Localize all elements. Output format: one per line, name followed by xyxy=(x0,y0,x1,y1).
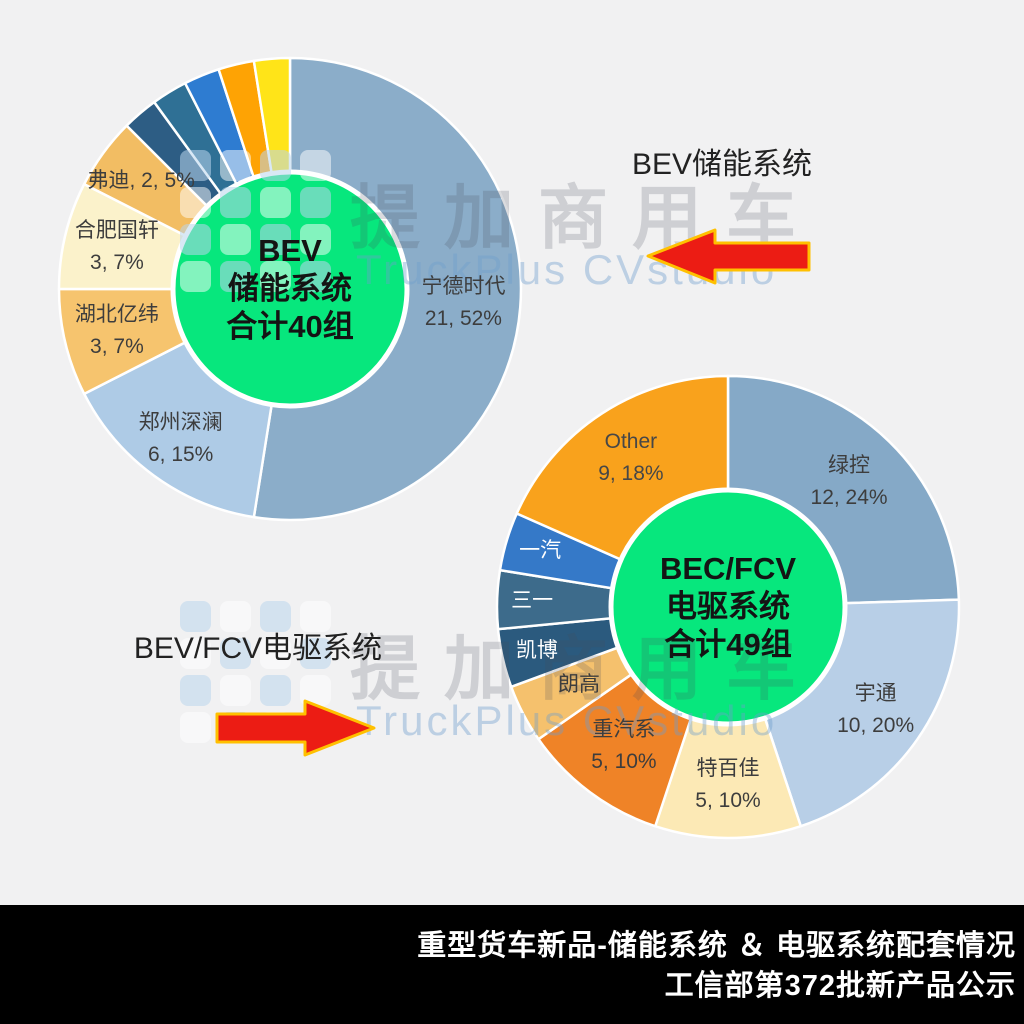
logo-tile xyxy=(180,675,211,706)
red-arrow-right-icon xyxy=(215,699,376,757)
red-arrow-left-icon xyxy=(646,228,811,285)
footer-line1: 重型货车新品-储能系统 ＆ 电驱系统配套情况 xyxy=(417,930,1016,962)
donut-center-disc xyxy=(170,169,410,409)
logo-tile xyxy=(180,712,211,743)
donut-chart-bev-fcv-edrive xyxy=(495,374,961,840)
footer-caption-bar: 重型货车新品-储能系统 ＆ 电驱系统配套情况 工信部第372批新产品公示 xyxy=(0,905,1024,1024)
chart2-title: BEV/FCV电驱系统 xyxy=(133,632,383,665)
donut-chart-bev-storage xyxy=(57,56,523,522)
chart1-title: BEV储能系统 xyxy=(631,148,813,181)
donut-center-disc xyxy=(608,487,848,727)
footer-line2: 工信部第372批新产品公示 xyxy=(664,970,1016,1002)
